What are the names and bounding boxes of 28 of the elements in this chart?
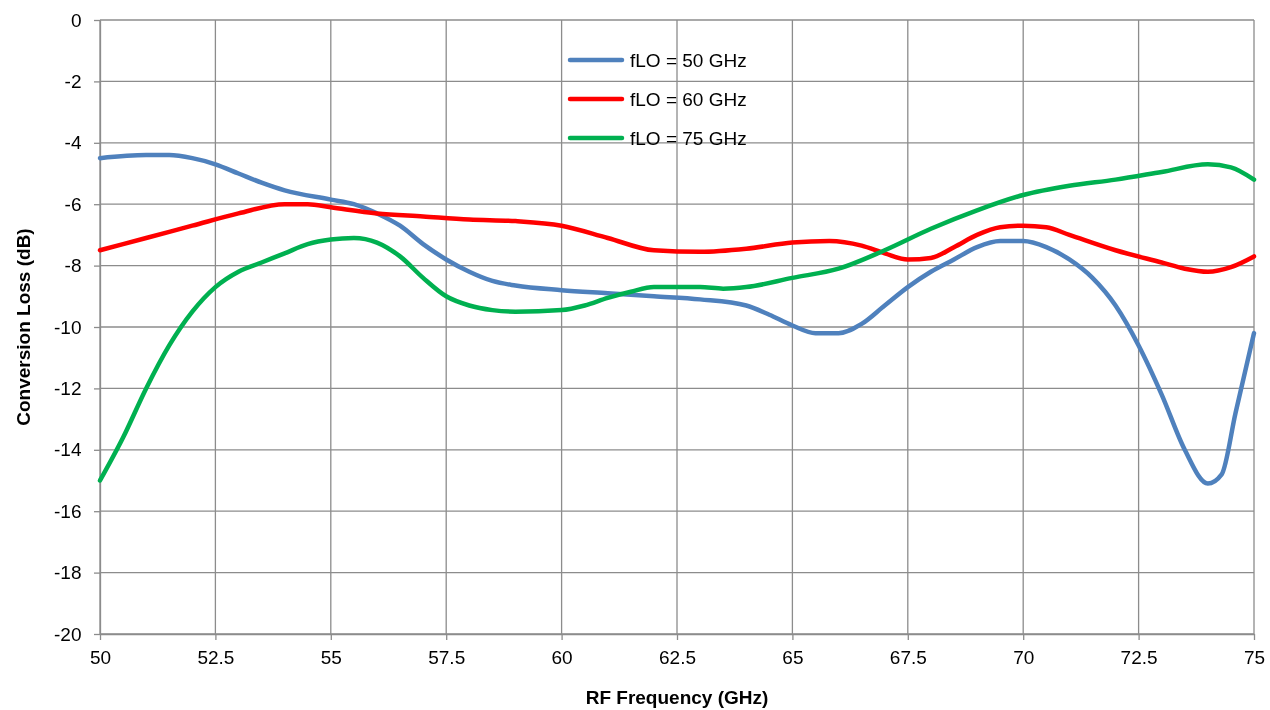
x-tick-label: 65 — [782, 646, 804, 668]
legend-label: fLO = 50 GHz — [630, 50, 747, 71]
x-tick-label: 67.5 — [889, 646, 927, 668]
line-series — [97, 201, 1257, 274]
y-tick-label: -6 — [64, 193, 82, 215]
y-tick-label: -2 — [64, 70, 82, 92]
legend-label: fLO = 60 GHz — [630, 89, 747, 110]
x-tick-label: 60 — [551, 646, 573, 668]
y-tick-label: -12 — [54, 377, 82, 399]
y-tick-label: -20 — [54, 623, 82, 645]
y-tick-label: 0 — [70, 9, 82, 31]
x-tick-label: 52.5 — [197, 646, 235, 668]
y-axis-title: Conversion Loss (dB) — [13, 228, 34, 426]
legend-label: fLO = 75 GHz — [630, 128, 747, 149]
y-tick-label: -8 — [64, 255, 82, 277]
x-tick-label: 57.5 — [428, 646, 466, 668]
y-tick-label: -16 — [54, 500, 82, 522]
x-tick-label: 55 — [320, 646, 342, 668]
x-tick-label: 50 — [89, 646, 112, 668]
y-tick-label: -10 — [54, 316, 82, 338]
y-tick-label: -4 — [64, 132, 82, 154]
x-tick-label: 72.5 — [1120, 646, 1158, 668]
x-axis-title: RF Frequency (GHz) — [585, 687, 769, 708]
x-tick-label: 62.5 — [659, 646, 696, 668]
y-tick-label: -14 — [54, 439, 82, 461]
x-tick-label: 75 — [1243, 646, 1266, 668]
y-tick-label: -18 — [54, 562, 82, 584]
x-tick-label: 70 — [1013, 646, 1035, 668]
